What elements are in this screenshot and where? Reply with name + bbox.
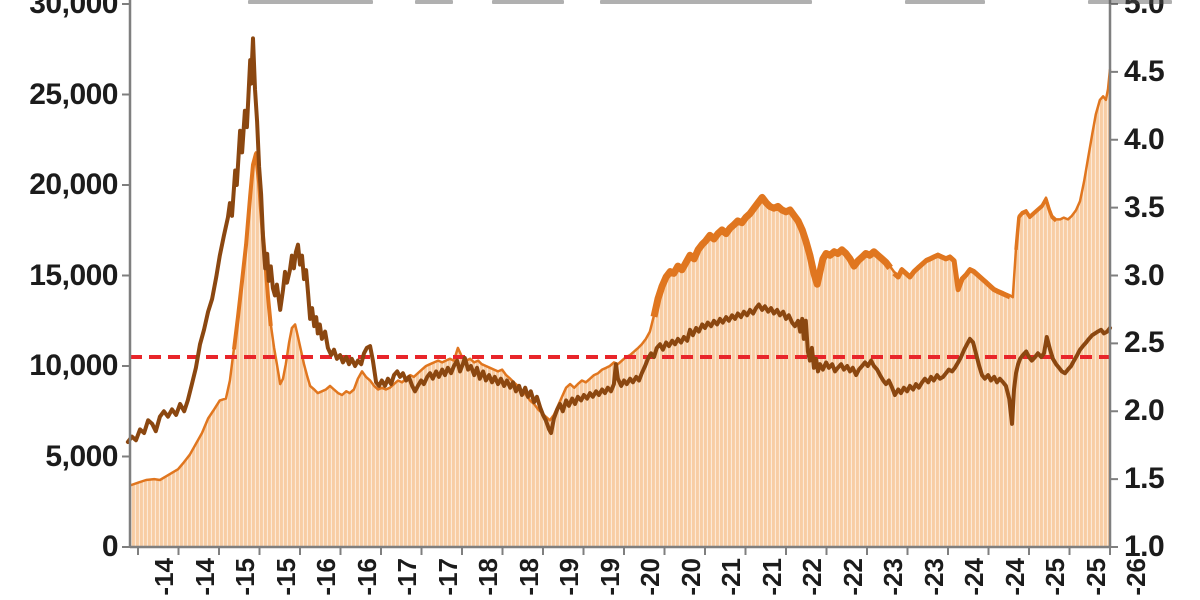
legend-fragment <box>1088 0 1172 4</box>
legend-fragment <box>600 0 812 4</box>
left-axis-label: 25,000 <box>29 77 118 111</box>
right-axis-label: 1.0 <box>1124 530 1165 563</box>
right-axis-label: 4.5 <box>1124 54 1165 88</box>
legend-fragment <box>248 0 373 4</box>
legend-fragment <box>492 0 564 4</box>
right-axis-label: 4.0 <box>1124 122 1165 156</box>
legend-fragment <box>905 0 985 4</box>
right-axis-label: 3.5 <box>1124 190 1165 224</box>
right-axis-label: 2.0 <box>1124 394 1165 428</box>
left-axis-label: 20,000 <box>29 168 118 201</box>
line-series <box>125 36 1112 444</box>
left-axis-label: 15,000 <box>29 258 118 292</box>
right-axis-label: 3.0 <box>1124 258 1165 292</box>
left-axis-label: 10,000 <box>29 349 118 382</box>
area-series-band <box>892 252 1012 300</box>
legend-fragment <box>415 0 453 4</box>
left-axis-label: 5,000 <box>45 439 118 473</box>
right-axis-label: 1.5 <box>1124 462 1165 496</box>
right-axis-label: 2.5 <box>1124 326 1165 360</box>
left-axis-label: 30,000 <box>29 0 118 20</box>
area-series-band <box>1014 197 1058 250</box>
right-axis-label: 5.0 <box>1124 0 1165 20</box>
left-axis-label: 0 <box>101 530 119 563</box>
area-series-band <box>650 193 893 318</box>
area-series <box>129 69 1110 547</box>
